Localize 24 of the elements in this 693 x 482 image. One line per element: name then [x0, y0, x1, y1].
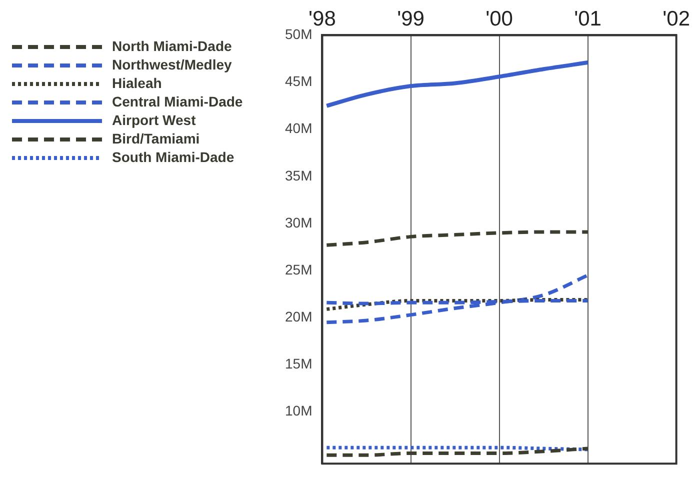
legend-label: North Miami-Dade	[112, 38, 232, 54]
y-tick-label: 30M	[285, 214, 312, 230]
line-series	[324, 60, 590, 108]
legend-label: Bird/Tamiami	[112, 130, 200, 146]
y-tick-label: 40M	[285, 120, 312, 136]
y-tick-label: 20M	[285, 308, 312, 325]
y-tick-label: 15M	[285, 356, 312, 372]
legend-label: Hialeah	[112, 74, 162, 91]
legend-label: Northwest/Medley	[112, 56, 232, 72]
line-series	[324, 298, 590, 311]
y-tick-label: 35M	[285, 167, 312, 184]
x-tick-label: '99	[397, 7, 424, 30]
x-tick-label: '01	[574, 7, 602, 30]
line-series	[324, 274, 590, 324]
line-series	[324, 230, 590, 247]
legend-label: Airport West	[112, 112, 196, 128]
y-tick-label: 10M	[285, 402, 312, 419]
legend-label: Central Miami-Dade	[112, 93, 243, 110]
y-tick-label: 25M	[285, 261, 312, 278]
x-tick-label: '00	[486, 7, 513, 30]
line-series	[324, 446, 590, 457]
legend-label: South Miami-Dade	[112, 148, 234, 165]
y-tick-label: 45M	[285, 73, 312, 90]
x-tick-label: '02	[662, 7, 690, 30]
